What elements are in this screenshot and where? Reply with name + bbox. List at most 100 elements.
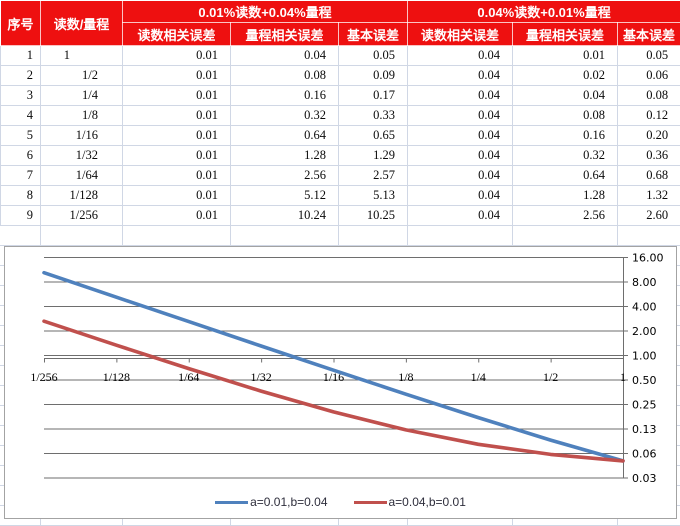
table-cell[interactable]: 1/256 — [40, 205, 123, 226]
table-cell[interactable]: 0.01 — [122, 205, 231, 226]
table-cell[interactable]: 0.20 — [617, 125, 680, 146]
table-cell[interactable]: 0.01 — [122, 185, 231, 206]
chart[interactable]: 16.00 8.00 4.00 2.00 1.00 0.50 0.25 0.13 0.06 0.0… — [4, 246, 677, 519]
table-cell[interactable]: 0.68 — [617, 165, 680, 186]
header-reading-range: 读数/量程 — [40, 0, 123, 46]
x-axis-tick-label: 1/4 — [471, 370, 486, 384]
table-cell[interactable]: 2.60 — [617, 205, 680, 226]
table-cell[interactable]: 1/32 — [40, 145, 123, 166]
table-cell[interactable]: 0.06 — [617, 65, 680, 86]
table-cell[interactable]: 0.64 — [230, 125, 339, 146]
subheader-1: 读数相关误差 — [122, 22, 231, 46]
table-cell[interactable]: 0.01 — [512, 45, 619, 66]
y-axis-tick-label: 1.00 — [632, 350, 657, 363]
table-cell[interactable]: 0.08 — [512, 105, 619, 126]
table-cell[interactable]: 0.04 — [407, 165, 514, 186]
table-cell[interactable]: 4 — [0, 105, 41, 126]
table-cell[interactable]: 1 — [0, 45, 41, 66]
table-cell[interactable]: 1 — [40, 45, 123, 66]
table-cell[interactable]: 0.04 — [407, 205, 514, 226]
legend-label: a=0.01,b=0.04 — [250, 495, 328, 509]
table-cell[interactable]: 2.56 — [230, 165, 339, 186]
table-cell[interactable]: 3 — [0, 85, 41, 106]
table-cell[interactable]: 0.04 — [407, 145, 514, 166]
table-cell[interactable]: 1.28 — [512, 185, 619, 206]
table-cell[interactable]: 1.28 — [230, 145, 339, 166]
table-cell[interactable]: 2.57 — [337, 165, 409, 186]
table-cell[interactable]: 0.04 — [512, 85, 619, 106]
table-cell[interactable]: 0.17 — [337, 85, 409, 106]
table-cell[interactable]: 0.65 — [337, 125, 409, 146]
table-cell[interactable]: 0.02 — [512, 65, 619, 86]
table-cell[interactable]: 0.01 — [122, 145, 231, 166]
table-cell[interactable]: 2.56 — [512, 205, 619, 226]
table-cell[interactable]: 0.01 — [122, 65, 231, 86]
table-cell[interactable]: 0.04 — [407, 65, 514, 86]
x-axis-tick-label: 1 — [620, 370, 626, 384]
y-axis-tick-label: 4.00 — [632, 301, 657, 314]
table-cell[interactable]: 1/16 — [40, 125, 123, 146]
y-axis-tick-label: 0.50 — [632, 374, 657, 387]
table-row: 4 1/8 0.01 0.32 0.33 0.04 0.08 0.12 — [0, 105, 680, 126]
table-cell[interactable]: 0.04 — [407, 185, 514, 206]
table-cell[interactable]: 0.08 — [230, 65, 339, 86]
table-cell[interactable]: 8 — [0, 185, 41, 206]
table-row: 8 1/128 0.01 5.12 5.13 0.04 1.28 1.32 — [0, 185, 680, 206]
x-axis-tick-label: 1/32 — [250, 370, 271, 384]
series-line-2[interactable] — [42, 319, 625, 463]
table-cell[interactable]: 1/2 — [40, 65, 123, 86]
legend-item[interactable]: a=0.01,b=0.04 — [215, 495, 328, 509]
table-cell[interactable]: 1/8 — [40, 105, 123, 126]
table-row: 6 1/32 0.01 1.28 1.29 0.04 0.32 0.36 — [0, 145, 680, 166]
x-axis-tick-label: 1/256 — [30, 370, 57, 384]
table-row: 2 1/2 0.01 0.08 0.09 0.04 0.02 0.06 — [0, 65, 680, 86]
table-cell[interactable]: 0.04 — [407, 45, 514, 66]
table-cell[interactable]: 0.04 — [407, 125, 514, 146]
table-cell[interactable]: 1.29 — [337, 145, 409, 166]
table-cell[interactable]: 1/4 — [40, 85, 123, 106]
subheader-5: 量程相关误差 — [512, 22, 619, 46]
table-cell[interactable]: 0.01 — [122, 105, 231, 126]
y-axis-tick-label: 16.00 — [632, 252, 664, 265]
table-cell[interactable]: 1/64 — [40, 165, 123, 186]
table-row: 7 1/64 0.01 2.56 2.57 0.04 0.64 0.68 — [0, 165, 680, 186]
table-cell[interactable]: 0.01 — [122, 85, 231, 106]
table-cell[interactable]: 0.04 — [407, 105, 514, 126]
table-cell[interactable]: 0.64 — [512, 165, 619, 186]
table-row: 1 1 0.01 0.04 0.05 0.04 0.01 0.05 — [0, 45, 680, 66]
table-cell[interactable]: 0.01 — [122, 165, 231, 186]
table-cell[interactable]: 0.05 — [617, 45, 680, 66]
table-cell[interactable]: 0.16 — [230, 85, 339, 106]
table-cell[interactable]: 1/128 — [40, 185, 123, 206]
series-line-1[interactable] — [42, 270, 625, 463]
table-cell[interactable]: 0.01 — [122, 45, 231, 66]
table-cell[interactable]: 0.08 — [617, 85, 680, 106]
error-table[interactable]: 序号 读数/量程 0.01%读数+0.04%量程 0.04%读数+0.01%量程 读数相… — [0, 0, 680, 226]
x-axis-tick-label: 1/8 — [398, 370, 413, 384]
table-cell[interactable]: 2 — [0, 65, 41, 86]
table-cell[interactable]: 5.12 — [230, 185, 339, 206]
table-cell[interactable]: 0.01 — [122, 125, 231, 146]
table-cell[interactable]: 0.04 — [230, 45, 339, 66]
table-cell[interactable]: 0.36 — [617, 145, 680, 166]
table-cell[interactable]: 10.25 — [337, 205, 409, 226]
table-cell[interactable]: 0.04 — [407, 85, 514, 106]
header-group-2: 0.04%读数+0.01%量程 — [407, 0, 680, 23]
table-cell[interactable]: 0.05 — [337, 45, 409, 66]
table-cell[interactable]: 7 — [0, 165, 41, 186]
table-cell[interactable]: 5 — [0, 125, 41, 146]
table-cell[interactable]: 5.13 — [337, 185, 409, 206]
legend-item[interactable]: a=0.04,b=0.01 — [353, 495, 466, 509]
chart-legend[interactable]: a=0.01,b=0.04 a=0.04,b=0.01 — [5, 494, 676, 510]
table-cell[interactable]: 10.24 — [230, 205, 339, 226]
y-axis-tick-label: 0.13 — [632, 423, 657, 436]
table-cell[interactable]: 0.32 — [230, 105, 339, 126]
table-cell[interactable]: 0.33 — [337, 105, 409, 126]
table-cell[interactable]: 6 — [0, 145, 41, 166]
table-cell[interactable]: 0.16 — [512, 125, 619, 146]
table-cell[interactable]: 0.09 — [337, 65, 409, 86]
table-cell[interactable]: 0.12 — [617, 105, 680, 126]
table-cell[interactable]: 1.32 — [617, 185, 680, 206]
table-cell[interactable]: 9 — [0, 205, 41, 226]
table-cell[interactable]: 0.32 — [512, 145, 619, 166]
